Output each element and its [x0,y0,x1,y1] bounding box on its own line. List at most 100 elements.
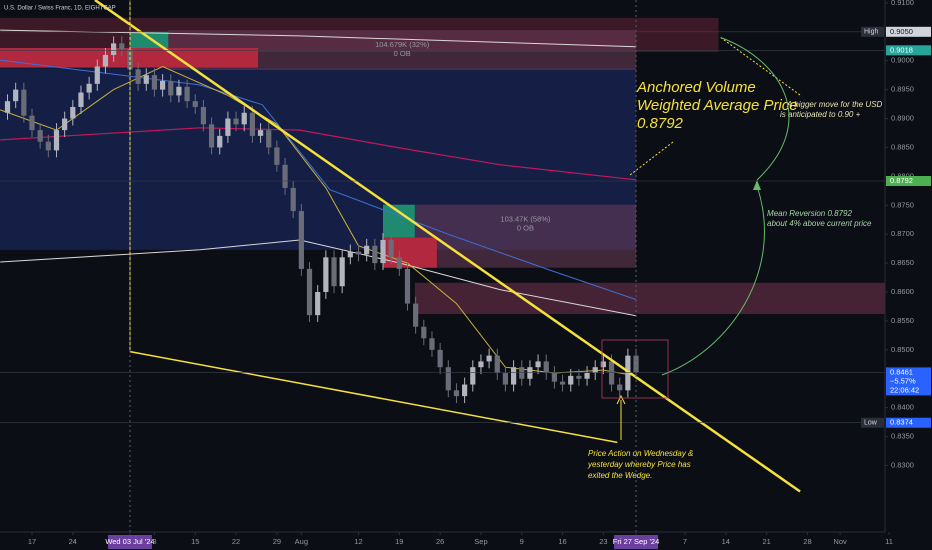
candle-body [347,251,353,258]
trendline [129,350,618,444]
candle-body [168,80,174,96]
candle-body [249,112,255,136]
candle-body [502,372,509,385]
x-tick-label: 17 [28,537,36,546]
y-tick-label: 0.8550 [891,316,914,325]
y-tick-label: 0.8700 [891,229,914,238]
candle-body [266,130,272,148]
zone [414,282,885,314]
candle-body [617,384,623,391]
price-label: 0.8792 [890,176,913,185]
candle-body [257,130,264,136]
price-detail: −5.57% [890,376,916,385]
candle-body [372,245,378,264]
zone-label: 103.47K (58%) [500,215,551,224]
note: is anticipated to 0.90 + [780,110,861,119]
zone [414,204,637,268]
candle-body [388,239,394,258]
candle-body [339,257,345,287]
y-tick-label: 0.8600 [891,287,914,296]
x-tick-label: 12 [354,537,362,546]
candle-body [225,118,231,136]
x-tick-label: Nov [833,537,847,546]
candle-body [241,112,247,125]
candle-body [21,89,27,116]
x-tick-label: 19 [395,537,403,546]
y-tick-label: 0.9100 [891,0,914,7]
candle-body [396,257,402,269]
y-tick-label: 0.8300 [891,460,914,469]
x-tick-label: 8 [152,537,156,546]
candle-body [70,106,76,119]
candle-body [543,361,549,373]
candle-body [462,384,468,397]
price-tag: High [864,29,879,36]
candle-body [453,390,460,397]
candle-body [592,367,598,373]
pointer [629,141,674,176]
candle-body [53,130,60,151]
x-tick-label: 28 [803,537,811,546]
price-tag-box [861,26,884,37]
candle-body [13,89,19,102]
y-tick-label: 0.8900 [891,114,914,123]
x-tick-label: Wed 03 Jul '24 [105,537,154,546]
highlight-box [601,339,669,399]
x-tick-label: Aug [295,537,308,546]
candle-body [45,141,51,151]
price-label: 0.9050 [890,27,913,36]
candle-body [274,147,280,165]
x-tick-label: Sep [474,537,487,546]
candle-body [486,355,492,362]
candle-body [404,268,411,304]
price-label-box [886,367,931,396]
note: Anchored Volume [636,79,756,96]
candle-body [208,124,215,148]
x-tick-label: 26 [436,537,444,546]
indicator-line [0,59,637,300]
note: Mean Reversion 0.8792 [767,209,852,218]
candle-body [576,375,582,379]
pointer [719,36,801,96]
note: 0.8792 [637,115,684,132]
trendline [94,0,801,493]
candle-body [323,257,329,293]
candle-body [559,381,566,385]
candle-body [29,115,35,131]
candle-body [102,54,109,67]
x-tick-label: 23 [599,537,607,546]
candle-body [355,251,362,255]
arrow-head [753,180,761,190]
candle-body [290,187,296,212]
candle-body [94,66,100,84]
candle-body [527,367,533,379]
price-label-box [886,45,931,56]
chart-title: U.S. Dollar / Swiss Franc, 1D, EIGHTCAP [4,6,116,12]
candle-body [282,164,288,188]
candle-body [62,118,68,131]
x-tick-label: Fri 27 Sep '24 [613,537,659,546]
candle-body [200,106,207,125]
candle-body [184,86,190,102]
candle-body [421,326,427,339]
price-tag: Low [864,420,878,427]
x-tick-highlight [614,535,659,549]
price-label-box [886,26,931,37]
candle-body [413,303,419,327]
candle-body [445,367,451,391]
candle-body [78,92,84,107]
note: Weighted Average Price [637,97,798,114]
price-tag-box [861,417,884,428]
candle-body [86,83,92,93]
y-tick-label: 0.8950 [891,85,914,94]
y-tick-label: 0.9000 [891,56,914,65]
price-label: 0.8374 [890,418,913,427]
candle-body [233,118,239,125]
y-tick-label: 0.8650 [891,258,914,267]
candle-body [111,43,117,55]
note: yesterday whereby Price has [587,460,691,469]
candle-body [298,211,304,269]
candle-body [192,101,198,107]
candle-body [119,43,125,50]
